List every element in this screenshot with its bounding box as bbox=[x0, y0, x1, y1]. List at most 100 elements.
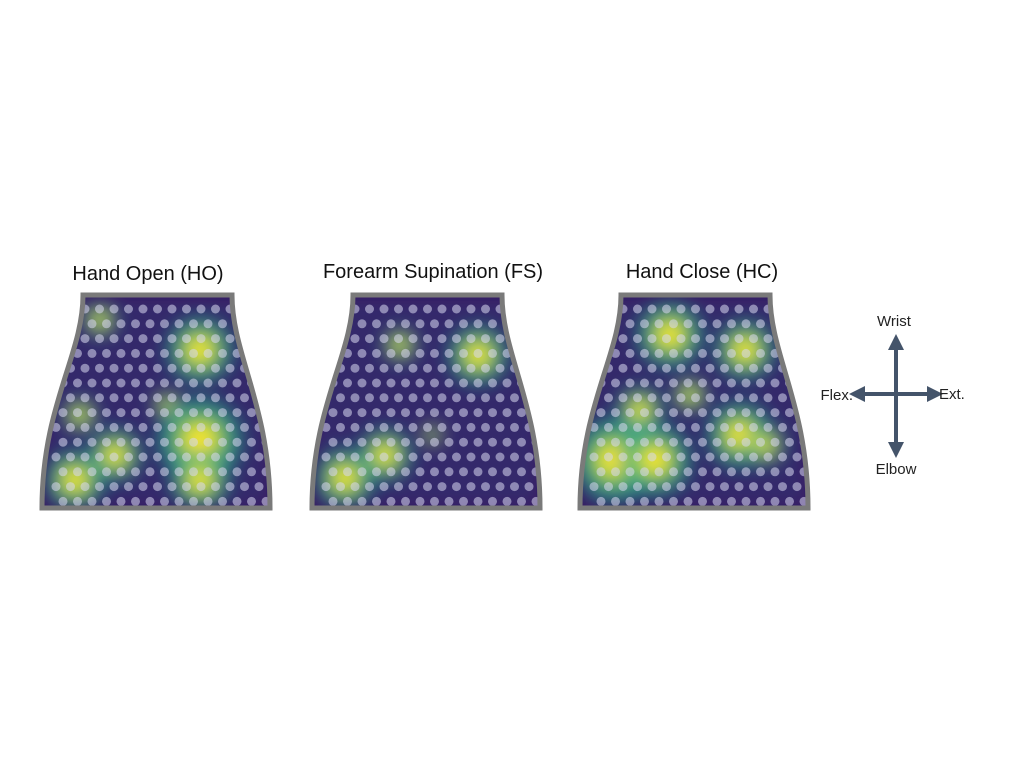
electrode bbox=[524, 334, 534, 344]
electrode bbox=[589, 482, 599, 492]
electrode bbox=[386, 319, 396, 329]
electrode bbox=[654, 348, 664, 358]
electrode bbox=[691, 422, 700, 432]
electrode bbox=[357, 348, 367, 358]
electrode bbox=[66, 422, 75, 432]
electrode bbox=[276, 319, 285, 328]
electrode bbox=[640, 378, 649, 388]
electrode bbox=[365, 393, 374, 403]
electrode bbox=[415, 408, 425, 418]
electrode bbox=[328, 496, 338, 506]
electrode bbox=[386, 437, 396, 447]
electrode bbox=[691, 334, 700, 344]
electrode bbox=[109, 393, 119, 403]
electrode bbox=[408, 482, 418, 492]
electrode bbox=[401, 378, 410, 388]
electrode bbox=[705, 482, 715, 492]
electrode bbox=[792, 482, 802, 492]
electrode bbox=[240, 304, 249, 314]
electrode bbox=[596, 319, 606, 329]
electrode bbox=[466, 422, 476, 432]
electrode bbox=[705, 393, 715, 403]
electrode bbox=[211, 452, 220, 462]
electrode bbox=[546, 379, 555, 388]
electrode bbox=[698, 378, 707, 388]
electrode bbox=[683, 496, 693, 506]
electrode bbox=[343, 467, 352, 477]
electrode bbox=[203, 408, 213, 418]
electrode bbox=[749, 422, 758, 432]
electrode bbox=[647, 334, 657, 344]
electrode bbox=[167, 452, 177, 462]
electrode bbox=[357, 437, 367, 447]
electrode bbox=[596, 496, 606, 506]
electrode bbox=[87, 348, 97, 358]
electrode bbox=[596, 408, 606, 418]
electrode bbox=[261, 348, 270, 358]
electrode bbox=[328, 319, 338, 329]
electrode bbox=[372, 437, 381, 447]
electrode bbox=[459, 467, 468, 477]
electrode bbox=[495, 422, 505, 432]
electrode bbox=[182, 363, 191, 373]
compass-label: Ext. bbox=[939, 386, 965, 403]
electrode bbox=[247, 348, 256, 358]
electrode bbox=[365, 304, 374, 314]
electrode bbox=[473, 467, 483, 477]
electrode bbox=[196, 304, 206, 314]
electrode bbox=[741, 496, 751, 506]
electrode bbox=[654, 496, 664, 506]
electrode bbox=[481, 334, 490, 344]
electrode bbox=[203, 496, 213, 506]
electrode bbox=[415, 496, 425, 506]
electrode bbox=[473, 408, 483, 418]
electrode bbox=[196, 482, 206, 492]
electrode bbox=[124, 393, 133, 403]
electrode bbox=[131, 467, 140, 477]
electrode bbox=[218, 319, 227, 329]
electrode bbox=[365, 422, 374, 432]
electrode bbox=[676, 304, 686, 314]
electrode bbox=[328, 467, 338, 477]
electrode bbox=[618, 334, 628, 344]
electrode bbox=[160, 496, 169, 506]
electrode bbox=[225, 363, 235, 373]
electrode bbox=[109, 452, 119, 462]
electrode bbox=[691, 304, 700, 314]
electrode bbox=[459, 378, 468, 388]
electrode bbox=[240, 482, 249, 492]
electrode bbox=[386, 496, 396, 506]
electrode bbox=[167, 363, 177, 373]
electrode bbox=[712, 378, 722, 388]
electrode bbox=[357, 408, 367, 418]
electrode bbox=[174, 348, 184, 358]
electrode bbox=[423, 393, 432, 403]
electrode bbox=[662, 452, 671, 462]
electrode bbox=[546, 438, 555, 447]
electrode bbox=[73, 496, 82, 506]
electrode bbox=[604, 393, 613, 403]
electrode bbox=[604, 422, 613, 432]
electrode bbox=[437, 393, 447, 403]
electrode bbox=[138, 482, 148, 492]
electrode bbox=[269, 304, 270, 314]
electrode bbox=[218, 378, 227, 388]
electrode bbox=[116, 378, 126, 388]
electrode bbox=[87, 408, 97, 418]
electrode bbox=[459, 408, 468, 418]
electrode bbox=[196, 452, 206, 462]
electrode bbox=[66, 482, 75, 492]
electrode bbox=[430, 319, 439, 329]
electrode bbox=[430, 348, 439, 358]
electrode bbox=[225, 452, 235, 462]
electrode bbox=[240, 334, 249, 344]
electrode bbox=[138, 452, 148, 462]
electrode bbox=[770, 467, 780, 477]
electrode bbox=[232, 496, 242, 506]
electrode bbox=[807, 334, 808, 344]
electrode bbox=[517, 467, 526, 477]
electrode bbox=[763, 334, 773, 344]
electrode bbox=[138, 334, 148, 344]
electrode bbox=[365, 334, 374, 344]
electrode bbox=[379, 452, 389, 462]
